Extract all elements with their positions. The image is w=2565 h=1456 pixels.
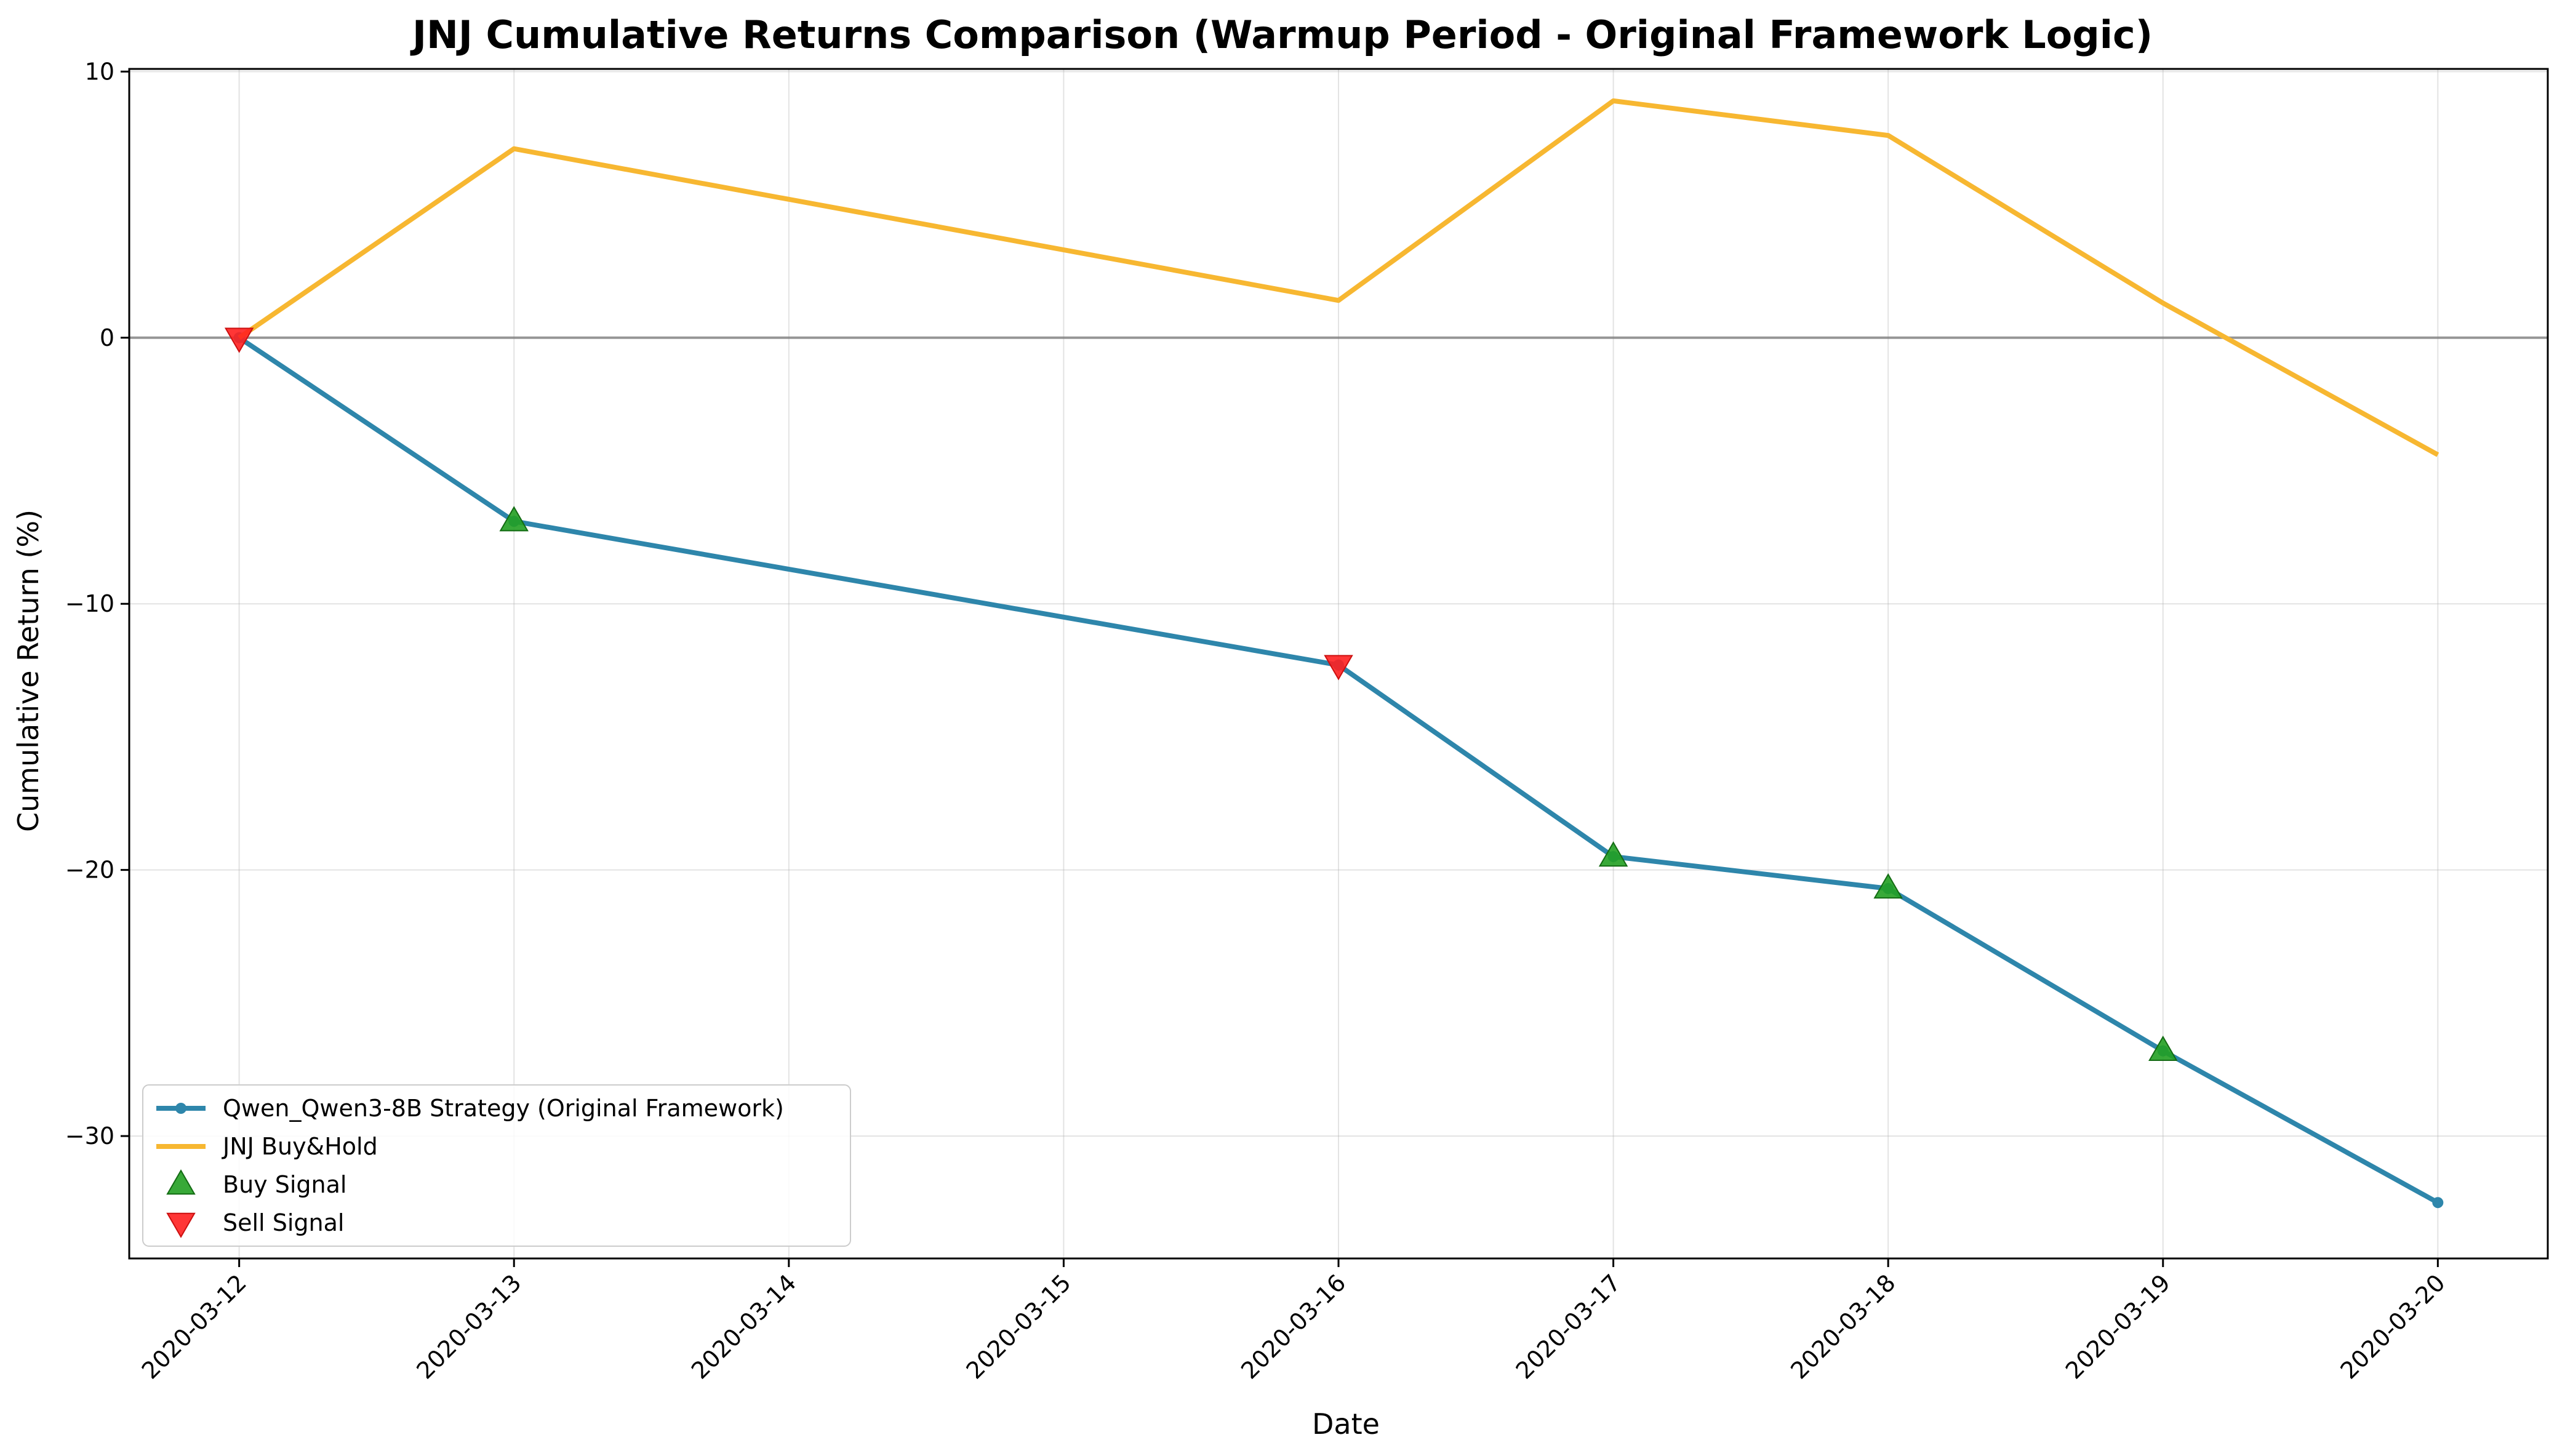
legend-swatch-sell (166, 1212, 196, 1238)
buy-signal-marker (499, 506, 529, 532)
buy-signal-marker (1598, 841, 1628, 867)
legend-label: JNJ Buy&Hold (222, 1133, 378, 1160)
y-axis-title: Cumulative Return (%) (12, 510, 45, 832)
signal-group (224, 327, 2178, 1061)
buy-signal-marker (1873, 873, 1903, 899)
legend-label: Qwen_Qwen3-8B Strategy (Original Framewo… (223, 1095, 784, 1122)
y-axis-ticks: 10 0 −10 −20 −30 (65, 58, 129, 1150)
legend-label: Buy Signal (223, 1171, 346, 1198)
legend-swatch-buy (166, 1169, 196, 1195)
y-tick-label: −10 (65, 590, 114, 617)
sell-signal-marker (224, 327, 254, 353)
x-axis-title: Date (1312, 1407, 1380, 1441)
sell-signal-marker (1324, 655, 1353, 681)
y-tick-label: −20 (65, 857, 114, 884)
y-tick-label: 10 (85, 58, 114, 85)
y-tick-label: −30 (65, 1122, 114, 1150)
y-tick-label: 0 (100, 324, 114, 351)
legend-box (142, 1084, 851, 1247)
buy-signal-marker (2148, 1035, 2178, 1061)
chart-title: JNJ Cumulative Returns Comparison (Warmu… (410, 12, 2153, 57)
legend-label: Sell Signal (223, 1209, 344, 1236)
series-line-1 (238, 98, 2439, 457)
legend-swatch-point (175, 1103, 186, 1114)
legend: Qwen_Qwen3-8B Strategy (Original Framewo… (142, 1084, 851, 1247)
series-point (2432, 1197, 2444, 1209)
